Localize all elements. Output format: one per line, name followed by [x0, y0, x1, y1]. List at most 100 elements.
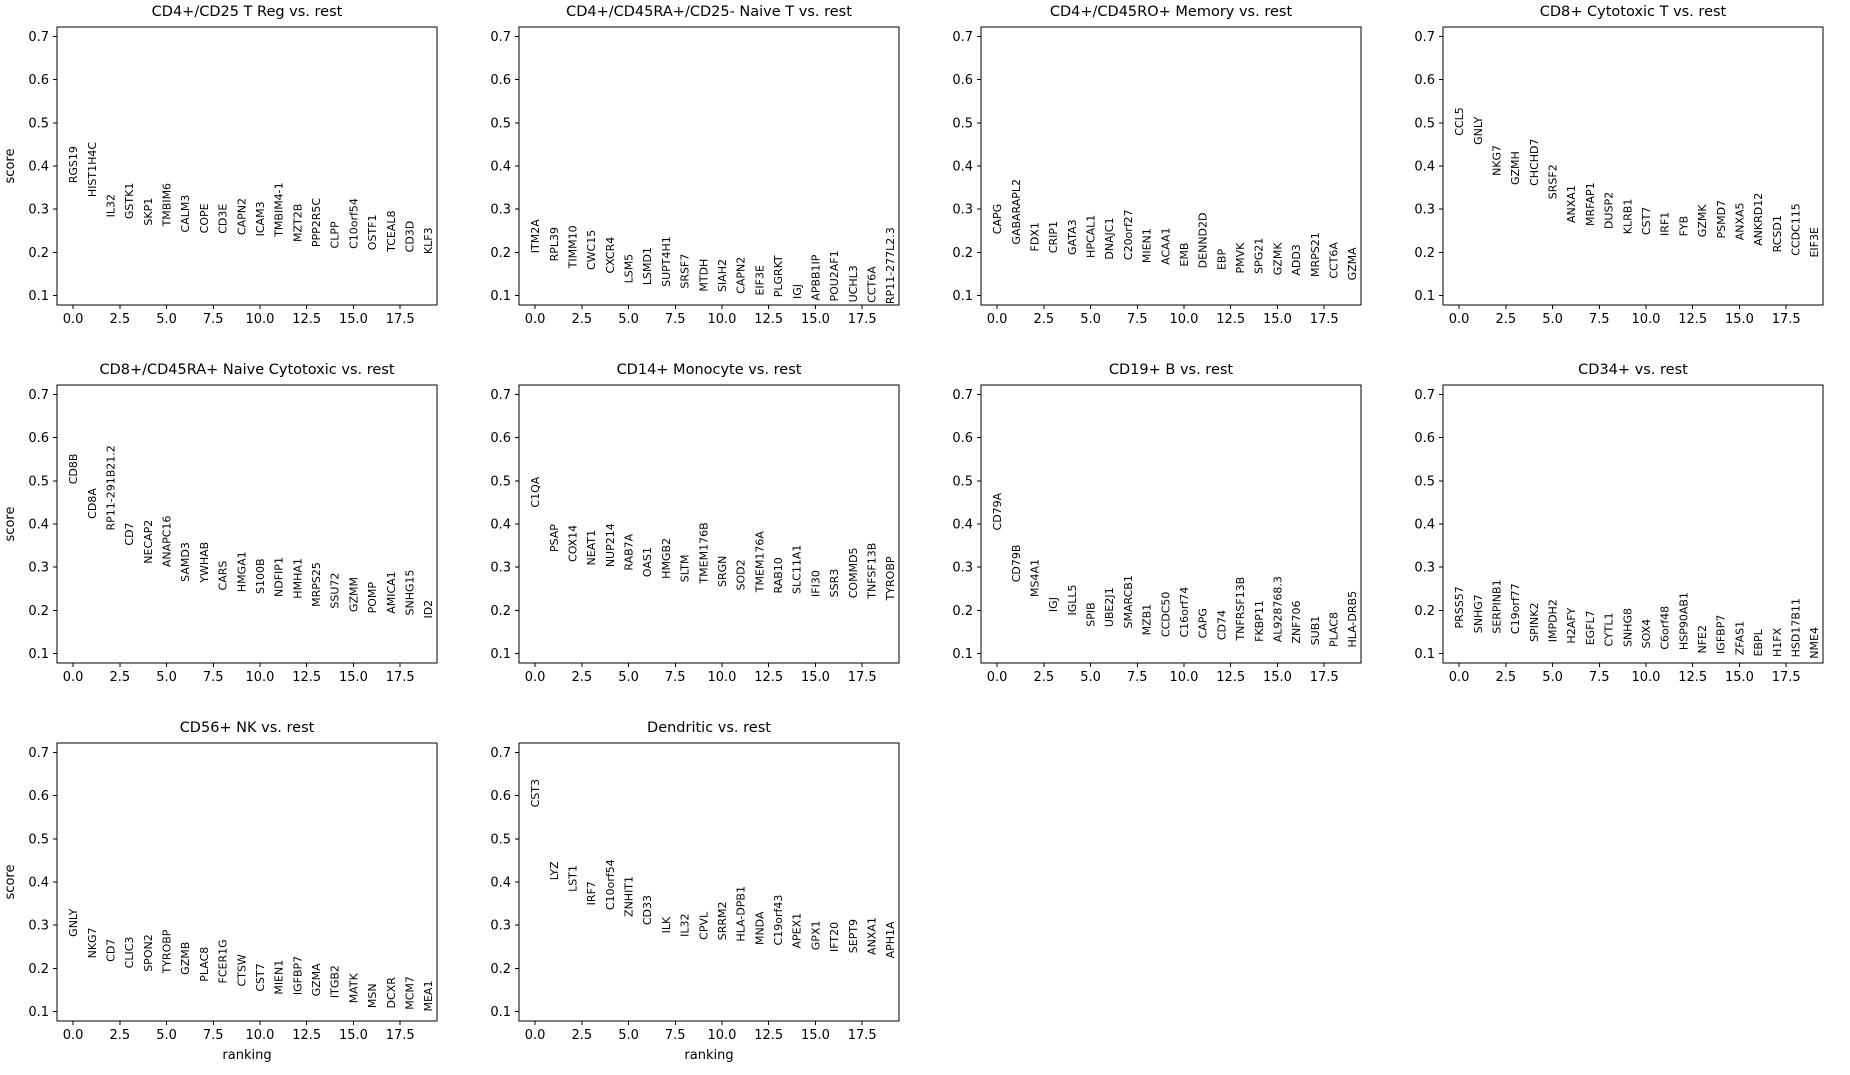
gene-label: FDX1 — [1028, 222, 1041, 251]
gene-label: NECAP2 — [142, 520, 155, 564]
subplot-cd14-monocyte-vs-rest: CD14+ Monocyte vs. rest 0.1 0.2 0.3 0.4 0.5 0.… — [490, 362, 900, 685]
gene-label: IGJ — [1047, 597, 1060, 612]
panel-title: CD4+/CD25 T Reg vs. rest — [152, 4, 343, 20]
gene-label: RP11-291B21.2 — [104, 445, 117, 530]
x-tick-label: 17.5 — [386, 670, 415, 685]
gene-label: APH1A — [884, 921, 897, 958]
gene-label: MNDA — [753, 911, 766, 945]
gene-label: EBPL — [1752, 628, 1765, 656]
gene-label: CD74 — [1215, 610, 1228, 640]
gene-label: NME4 — [1808, 627, 1821, 659]
gene-label: DNAJC1 — [1103, 218, 1116, 260]
y-tick-label: 0.7 — [952, 30, 973, 45]
gene-label: C16orf74 — [1178, 587, 1191, 638]
gene-label: CAPN2 — [735, 257, 748, 294]
gene-label: HIST1H4C — [86, 142, 99, 197]
gene-label: CD7 — [104, 939, 117, 962]
gene-label: MRFAP1 — [1584, 182, 1597, 226]
y-tick-label: 0.6 — [490, 431, 511, 446]
x-tick-label: 5.0 — [156, 312, 177, 327]
gene-label: ITGB2 — [329, 965, 342, 998]
panel-title: CD34+ vs. rest — [1578, 362, 1688, 378]
gene-label: GZMM — [347, 577, 360, 612]
gene-label: TMEM176A — [753, 531, 766, 594]
gene-label: NKG7 — [1490, 145, 1503, 176]
gene-label: HLA-DPB1 — [735, 886, 748, 942]
x-tick-label: 0.0 — [525, 312, 546, 327]
gene-label: PLAC8 — [198, 947, 211, 982]
y-tick-label: 0.2 — [952, 246, 973, 261]
gene-label: C19orf43 — [772, 895, 785, 946]
gene-label: MS4A1 — [1028, 559, 1041, 597]
x-tick-label: 10.0 — [708, 312, 737, 327]
y-tick-label: 0.3 — [952, 561, 973, 576]
gene-label: CLPP — [329, 221, 342, 248]
gene-label: SSU72 — [329, 573, 342, 609]
x-tick-label: 15.0 — [1263, 312, 1292, 327]
x-tick-label: 7.5 — [203, 1028, 224, 1043]
panel-title: CD4+/CD45RA+/CD25- Naive T vs. rest — [566, 4, 852, 20]
gene-label: C20orf27 — [1122, 209, 1135, 260]
y-tick-label: 0.2 — [28, 604, 49, 619]
x-tick-label: 15.0 — [801, 1028, 830, 1043]
gene-label: MRPS25 — [310, 562, 323, 607]
x-tick-label: 0.0 — [63, 312, 84, 327]
gene-label: UBE2J1 — [1103, 587, 1116, 627]
y-tick-label: 0.3 — [490, 203, 511, 218]
gene-label: ADD3 — [1290, 244, 1303, 275]
subplot-cd4-cd45ra-cd25-naive-t-vs-rest: CD4+/CD45RA+/CD25- Naive T vs. rest 0.1 0.… — [490, 4, 900, 327]
y-tick-label: 0.7 — [952, 388, 973, 403]
y-tick-label: 0.2 — [28, 962, 49, 977]
gene-label: GZMK — [1271, 242, 1284, 276]
x-tick-label: 2.5 — [109, 312, 130, 327]
gene-label: GZMB — [179, 942, 192, 975]
x-tick-label: 10.0 — [246, 1028, 275, 1043]
gene-label: RAB10 — [772, 557, 785, 593]
gene-label: MRPS21 — [1309, 232, 1322, 277]
gene-label: EGFL7 — [1584, 610, 1597, 645]
panel-title: CD8+/CD45RA+ Naive Cytotoxic vs. rest — [99, 362, 394, 378]
gene-label: AL928768.3 — [1271, 576, 1284, 642]
gene-label: CLIC3 — [123, 937, 136, 969]
x-tick-label: 10.0 — [1170, 312, 1199, 327]
gene-label: SPIB — [1085, 602, 1098, 626]
gene-label: CD3E — [217, 204, 230, 234]
gene-label: CWC15 — [585, 230, 598, 270]
gene-label: COMMD5 — [847, 547, 860, 598]
gene-label: COX14 — [566, 525, 579, 562]
gene-label: SUPT4H1 — [660, 236, 673, 287]
gene-label: PPP2R5C — [310, 198, 323, 248]
gene-label: CCT6A — [1328, 242, 1341, 279]
y-tick-label: 0.3 — [28, 561, 49, 576]
panel-title: CD56+ NK vs. rest — [180, 720, 315, 736]
gene-label: SSR3 — [828, 569, 841, 598]
gene-label: ACAA1 — [1159, 227, 1172, 264]
gene-label: HSD17B11 — [1790, 598, 1803, 657]
x-tick-label: 15.0 — [801, 670, 830, 685]
gene-label: SRGN — [716, 556, 729, 587]
y-tick-label: 0.6 — [490, 73, 511, 88]
x-tick-label: 2.5 — [1495, 670, 1516, 685]
x-tick-label: 2.5 — [571, 1028, 592, 1043]
axes-frame — [56, 26, 438, 306]
y-tick-label: 0.3 — [1414, 561, 1435, 576]
gene-label: APBB1IP — [809, 254, 822, 300]
gene-label: LSM5 — [623, 254, 636, 284]
gene-label: GPX1 — [809, 921, 822, 951]
gene-label: EIF3E — [1808, 227, 1821, 258]
gene-label: SPG21 — [1253, 238, 1266, 274]
y-tick-label: 0.7 — [490, 388, 511, 403]
y-tick-label: 0.5 — [1414, 474, 1435, 489]
y-tick-label: 0.7 — [28, 30, 49, 45]
gene-label: CD7 — [123, 522, 136, 545]
y-tick-label: 0.5 — [952, 116, 973, 131]
gene-label: ZNF706 — [1290, 600, 1303, 643]
y-tick-label: 0.4 — [28, 518, 49, 533]
gene-label: NUP214 — [604, 523, 617, 567]
gene-label: CST7 — [1640, 207, 1653, 235]
gene-label: IFT20 — [828, 922, 841, 952]
gene-label: IGFBP7 — [1715, 615, 1728, 654]
gene-label: GNLY — [1472, 116, 1485, 144]
gene-label: GNLY — [67, 908, 80, 936]
